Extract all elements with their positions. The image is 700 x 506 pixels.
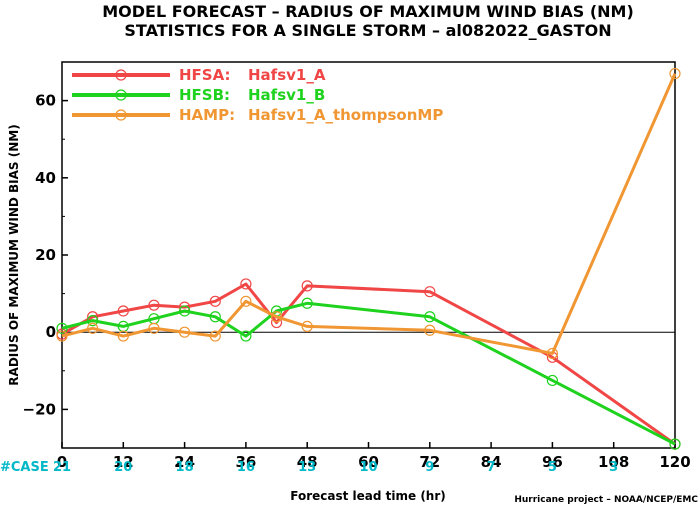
x-tick-label: 48 xyxy=(297,453,318,471)
case-count: 10 xyxy=(359,460,377,475)
data-point-hfsb xyxy=(56,322,68,334)
data-point-hfsb xyxy=(669,438,681,450)
data-point-hfsa xyxy=(301,280,313,292)
x-tick-label: 36 xyxy=(235,453,256,471)
data-point-hamp xyxy=(209,330,221,342)
series-line-hfsb xyxy=(61,301,676,446)
data-point-hfsb xyxy=(209,311,221,323)
legend-name-hamp: HAMP: xyxy=(179,106,235,124)
legend-marker-hfsa xyxy=(115,69,127,81)
series-line-hfsa xyxy=(61,282,676,446)
x-tick-label: 84 xyxy=(481,453,502,471)
data-point-hfsb xyxy=(424,311,436,323)
case-count: 3 xyxy=(609,460,618,475)
case-count: 7 xyxy=(487,460,496,475)
case-label: #CASE xyxy=(0,460,49,475)
case-count: 21 xyxy=(53,460,71,475)
data-point-hamp xyxy=(424,324,436,336)
legend-label-hfsb: Hafsv1_B xyxy=(248,86,325,104)
y-tick-label: 0 xyxy=(46,323,56,341)
data-point-hfsa xyxy=(209,295,221,307)
x-tick-label: 108 xyxy=(598,453,629,471)
case-count: 13 xyxy=(298,460,316,475)
data-point-hfsb xyxy=(546,374,559,387)
x-axis-label: Forecast lead time (hr) xyxy=(290,489,446,503)
data-point-hfsb xyxy=(301,297,313,309)
chart-title-line1: MODEL FORECAST – RADIUS OF MAXIMUM WIND … xyxy=(102,2,634,21)
data-point-hfsa xyxy=(424,286,436,298)
data-point-hamp xyxy=(301,320,313,333)
y-axis-label: RADIUS OF MAXIMUM WIND BIAS (NM) xyxy=(7,124,21,385)
legend-name-hfsb: HFSB: xyxy=(179,86,230,104)
data-point-hfsb xyxy=(240,330,252,342)
case-count: 5 xyxy=(548,460,557,475)
x-tick-label: 120 xyxy=(659,453,690,471)
data-point-hamp xyxy=(240,295,252,307)
x-tick-label: 60 xyxy=(358,453,379,471)
case-count: 9 xyxy=(425,460,434,475)
data-point-hamp xyxy=(87,322,99,334)
legend-label-hfsa: Hafsv1_A xyxy=(248,66,326,84)
x-tick-label: 72 xyxy=(419,453,440,471)
legend-name-hfsa: HFSA: xyxy=(179,66,231,84)
data-point-hfsa xyxy=(148,299,160,311)
data-point-hamp xyxy=(179,326,191,338)
data-point-hamp xyxy=(148,322,160,334)
data-point-hamp xyxy=(56,330,68,342)
x-tick-label: 96 xyxy=(542,453,563,471)
case-count: 18 xyxy=(176,460,194,475)
y-tick-label: −20 xyxy=(23,400,56,418)
footer-credit: Hurricane project – NOAA/NCEP/EMC xyxy=(514,495,698,505)
y-tick-label: 40 xyxy=(35,169,56,187)
data-point-hamp xyxy=(546,347,559,360)
data-point-hfsa xyxy=(117,305,129,317)
data-point-hamp xyxy=(117,330,129,342)
y-tick-label: 20 xyxy=(35,246,56,264)
data-point-hfsb xyxy=(87,315,99,327)
data-point-hfsa xyxy=(240,278,252,290)
x-tick-label: 24 xyxy=(174,453,195,471)
legend-label-hamp: Hafsv1_A_thompsonMP xyxy=(248,106,443,124)
x-tick-label: 0 xyxy=(57,453,67,471)
legend-marker-hfsb xyxy=(115,89,127,101)
legend-marker-hamp xyxy=(115,109,127,121)
data-point-hamp xyxy=(270,311,283,323)
case-count: 20 xyxy=(114,460,132,475)
case-count: 16 xyxy=(237,460,255,475)
chart-title-line2: STATISTICS FOR A SINGLE STORM – al082022… xyxy=(124,21,611,40)
data-point-hamp xyxy=(669,67,681,80)
y-tick-label: 60 xyxy=(35,92,56,110)
x-tick-label: 12 xyxy=(113,453,134,471)
data-point-hfsb xyxy=(179,305,191,317)
